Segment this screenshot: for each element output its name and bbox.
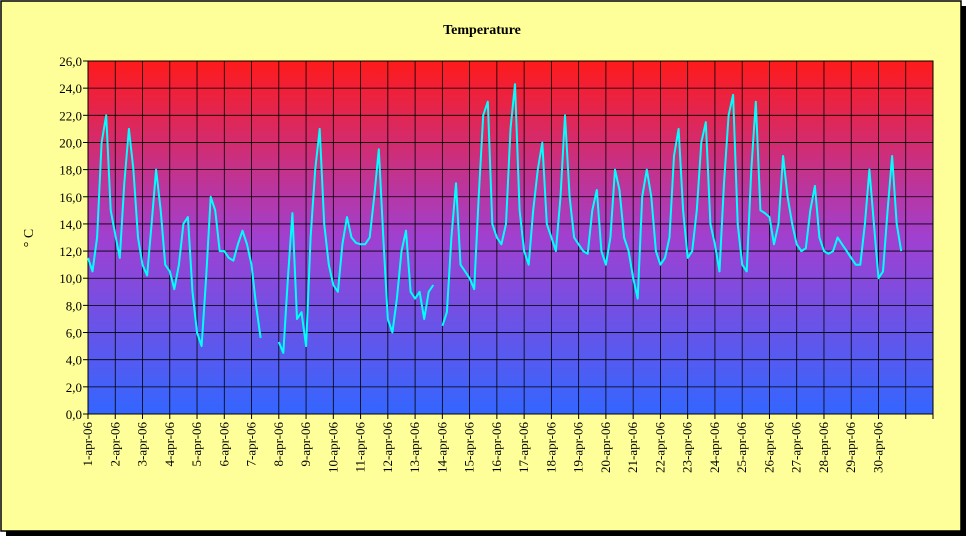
y-tick-label: 24,0 bbox=[59, 81, 82, 96]
x-tick-label: 16-apr-06 bbox=[489, 422, 504, 473]
y-tick-label: 4,0 bbox=[66, 353, 82, 368]
x-tick-label: 9-apr-06 bbox=[298, 422, 313, 467]
y-tick-label: 14,0 bbox=[59, 217, 82, 232]
x-tick-label: 1-apr-06 bbox=[80, 422, 95, 467]
y-tick-label: 8,0 bbox=[66, 298, 82, 313]
x-tick-label: 25-apr-06 bbox=[734, 422, 749, 473]
chart-title: Temperature bbox=[443, 23, 521, 38]
x-tick-label: 18-apr-06 bbox=[543, 422, 558, 473]
x-tick-label: 5-apr-06 bbox=[189, 422, 204, 467]
y-tick-label: 22,0 bbox=[59, 108, 82, 123]
x-tick-label: 20-apr-06 bbox=[598, 422, 613, 473]
x-tick-label: 14-apr-06 bbox=[434, 422, 449, 473]
y-tick-label: 16,0 bbox=[59, 190, 82, 205]
x-tick-label: 23-apr-06 bbox=[680, 422, 695, 473]
y-tick-label: 26,0 bbox=[59, 54, 82, 69]
x-tick-label: 15-apr-06 bbox=[462, 422, 477, 473]
y-tick-label: 6,0 bbox=[66, 326, 82, 341]
x-tick-label: 8-apr-06 bbox=[271, 422, 286, 467]
x-tick-label: 26-apr-06 bbox=[761, 422, 776, 473]
x-tick-label: 22-apr-06 bbox=[652, 422, 667, 473]
temperature-line bbox=[87, 83, 903, 354]
x-tick-label: 30-apr-06 bbox=[870, 422, 885, 473]
x-tick-label: 3-apr-06 bbox=[135, 422, 150, 467]
x-tick-label: 24-apr-06 bbox=[707, 422, 722, 473]
x-tick-label: 10-apr-06 bbox=[325, 422, 340, 473]
plot-border bbox=[87, 60, 934, 415]
x-tick-label: 11-apr-06 bbox=[353, 422, 368, 473]
x-tick-label: 19-apr-06 bbox=[571, 422, 586, 473]
x-tick-label: 2-apr-06 bbox=[107, 422, 122, 467]
y-tick-label: 20,0 bbox=[59, 135, 82, 150]
x-tick-label: 12-apr-06 bbox=[380, 422, 395, 473]
x-tick-label: 28-apr-06 bbox=[816, 422, 831, 473]
x-tick-label: 29-apr-06 bbox=[843, 422, 858, 473]
y-tick-label: 0,0 bbox=[66, 407, 82, 422]
y-tick-label: 12,0 bbox=[59, 244, 82, 259]
x-tick-label: 27-apr-06 bbox=[789, 422, 804, 473]
x-tick-label: 17-apr-06 bbox=[516, 422, 531, 473]
y-tick-label: 10,0 bbox=[59, 271, 82, 286]
x-tick-label: 7-apr-06 bbox=[244, 422, 259, 467]
x-tick-label: 4-apr-06 bbox=[162, 422, 177, 467]
y-tick-label: 18,0 bbox=[59, 163, 82, 178]
x-tick-label: 6-apr-06 bbox=[216, 422, 231, 467]
y-axis-label: ° C bbox=[22, 229, 37, 247]
x-tick-label: 13-apr-06 bbox=[407, 422, 422, 473]
x-tick-label: 21-apr-06 bbox=[625, 422, 640, 473]
y-tick-label: 2,0 bbox=[66, 380, 82, 395]
